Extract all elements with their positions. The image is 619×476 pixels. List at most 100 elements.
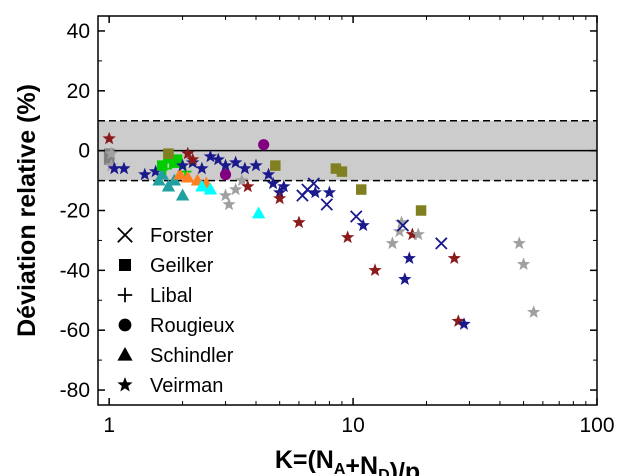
data-point-star — [186, 152, 200, 166]
data-point-star — [512, 236, 526, 250]
data-point-star — [457, 317, 471, 330]
x-title-subscript: D — [378, 467, 390, 476]
data-point-star — [322, 185, 337, 199]
data-point-star — [392, 224, 407, 238]
data-point-star — [238, 161, 252, 175]
data-point-square — [156, 160, 168, 171]
x-tick-label: 1 — [103, 414, 115, 437]
data-point-star — [222, 197, 236, 211]
data-point-star — [181, 146, 195, 160]
data-point-star — [148, 164, 163, 178]
data-point-star — [175, 158, 190, 172]
data-point-star — [527, 305, 541, 318]
data-point-star — [102, 131, 116, 145]
y-tick-label: 40 — [67, 20, 90, 43]
data-point-circle — [219, 168, 232, 181]
data-point-square — [171, 154, 183, 165]
x-title-text: K=(N — [275, 446, 334, 474]
data-point-triangle — [251, 206, 266, 219]
data-point-star — [241, 179, 255, 193]
y-tick-label: -60 — [60, 319, 90, 342]
data-point-square — [330, 163, 342, 174]
data-point-star — [447, 251, 461, 264]
data-point-x — [435, 237, 448, 250]
data-point-star — [341, 230, 355, 244]
data-point-star — [229, 182, 243, 196]
data-point-square — [163, 148, 174, 159]
data-point-square — [270, 160, 281, 171]
data-point-triangle — [161, 179, 176, 192]
data-point-square — [103, 154, 115, 165]
data-point-star — [385, 236, 400, 250]
y-tick-label: 20 — [67, 80, 90, 103]
data-point-x — [307, 177, 321, 190]
data-point-star — [411, 227, 425, 241]
data-point-square — [355, 184, 367, 195]
legend-marker-plus — [117, 287, 133, 303]
data-point-star — [235, 173, 249, 187]
data-point-star — [107, 161, 121, 175]
x-tick-label: 10 — [341, 414, 364, 437]
data-point-triangle — [203, 182, 218, 195]
y-tick-label: -40 — [60, 259, 90, 282]
y-tick-label: 0 — [78, 140, 90, 163]
legend-label: Forster — [150, 225, 214, 247]
data-point-x — [349, 210, 363, 223]
data-point-star — [368, 263, 382, 276]
data-point-plus — [159, 162, 172, 175]
data-point-square — [336, 166, 348, 177]
legend-marker-circle — [118, 318, 132, 332]
data-point-star — [218, 158, 233, 172]
data-point-star — [229, 155, 243, 169]
data-points — [102, 131, 541, 330]
data-point-star — [104, 158, 118, 172]
data-point-star — [405, 227, 419, 241]
data-point-circle — [258, 139, 270, 151]
data-point-x — [320, 198, 333, 211]
data-point-star — [516, 257, 531, 270]
data-point-star — [266, 176, 280, 190]
data-point-triangle — [155, 167, 169, 180]
data-point-triangle — [181, 170, 195, 183]
legend-label: Rougieux — [150, 315, 235, 337]
data-point-star — [402, 251, 416, 264]
x-tick-label: 100 — [579, 414, 614, 437]
legend-marker-star — [117, 377, 133, 392]
data-point-star — [356, 218, 370, 232]
x-axis-title: K=(NA+ND)/p — [275, 446, 420, 476]
y-tick-label: -80 — [60, 379, 90, 402]
data-point-star — [398, 272, 412, 285]
data-point-triangle — [175, 188, 190, 201]
legend-label: Geilker — [150, 255, 214, 277]
data-point-star — [211, 152, 225, 166]
data-point-star — [273, 191, 287, 205]
axis-ticks: 40 20 0 -20 -40 -60 -80 1 10 100 — [60, 16, 615, 437]
data-point-triangle — [152, 173, 166, 186]
data-point-triangle — [167, 173, 181, 186]
data-point-star — [451, 314, 465, 327]
data-point-star — [394, 215, 409, 229]
data-point-star — [138, 167, 152, 181]
data-point-star — [117, 161, 131, 175]
data-point-star — [261, 167, 276, 181]
y-axis-title: Déviation relative (%) — [13, 84, 41, 337]
data-point-triangle — [195, 179, 209, 192]
data-point-star — [203, 149, 217, 163]
data-point-x — [396, 219, 410, 232]
legend-label: Libal — [150, 285, 192, 307]
data-point-triangle — [173, 167, 187, 180]
reference-lines — [98, 119, 597, 182]
legend-marker-triangle — [117, 347, 133, 361]
data-point-star — [249, 158, 263, 172]
y-tick-label: -20 — [60, 200, 90, 223]
data-point-star — [277, 179, 291, 193]
data-point-square — [415, 205, 427, 216]
legend-label: Veirman — [150, 375, 223, 397]
data-point-star — [218, 188, 233, 202]
data-point-star — [195, 161, 209, 175]
data-point-star — [104, 146, 118, 160]
x-title-text: )/p — [390, 458, 421, 476]
legend-marker-x — [117, 227, 133, 243]
data-point-star — [308, 185, 322, 199]
